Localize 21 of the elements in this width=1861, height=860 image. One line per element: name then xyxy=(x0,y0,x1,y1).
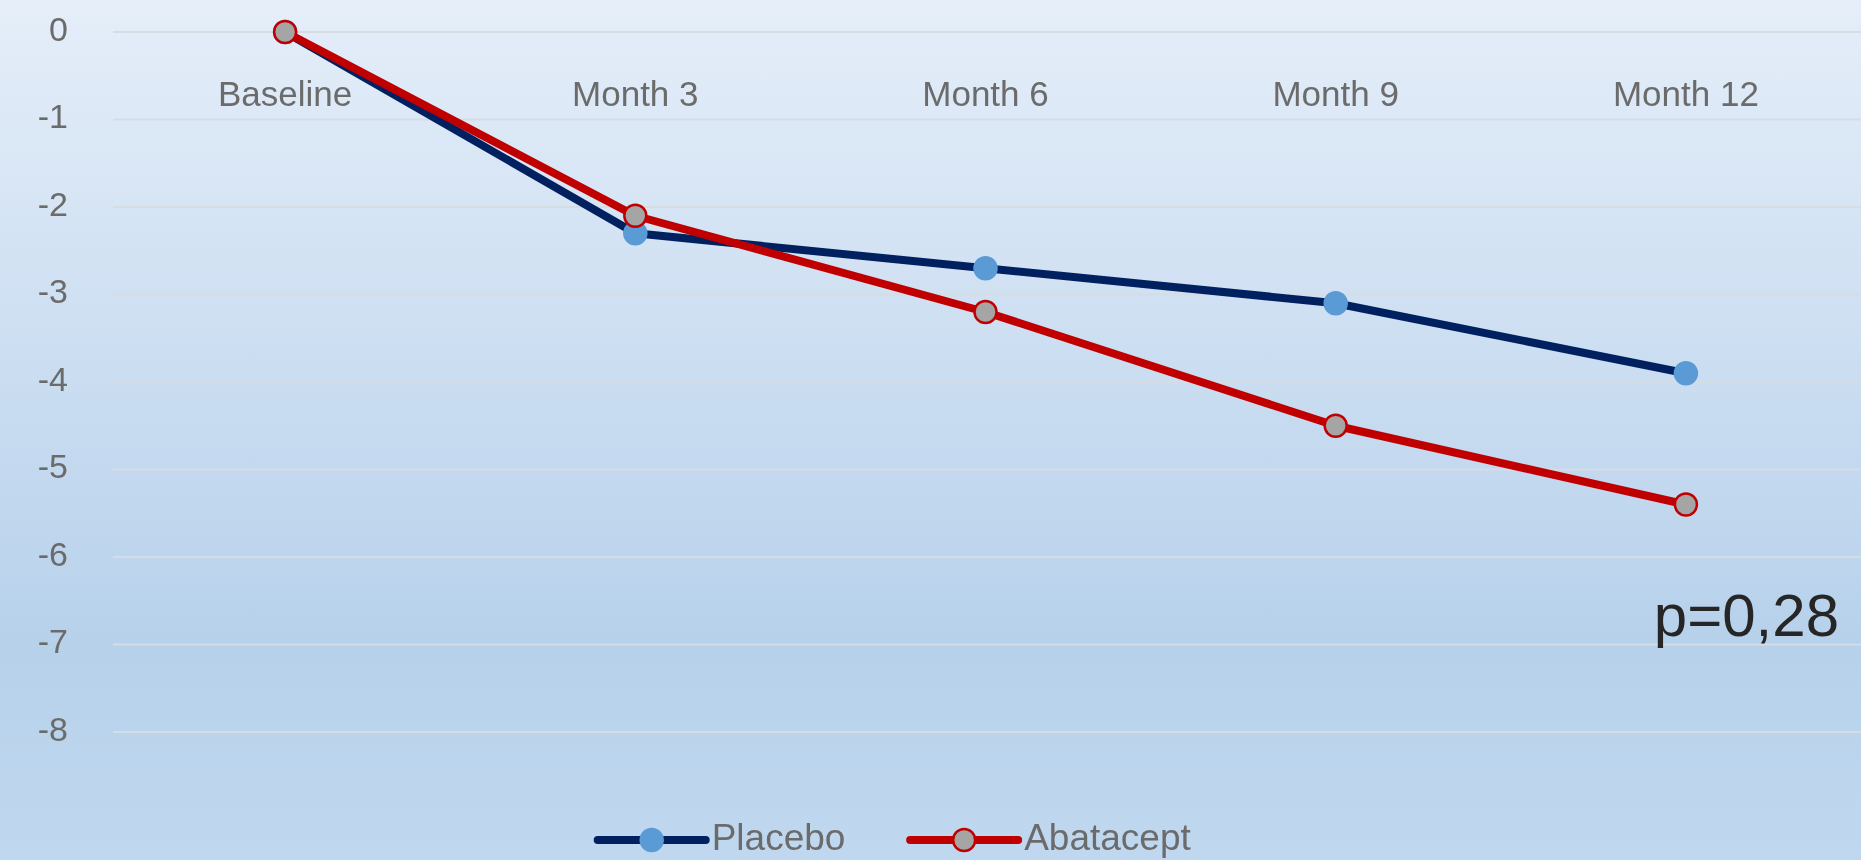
y-tick-label: -6 xyxy=(37,534,68,573)
y-tick-label: -5 xyxy=(37,447,68,486)
y-tick-label: -4 xyxy=(37,359,68,398)
point xyxy=(973,299,998,325)
legend-label: Abatacept xyxy=(1024,816,1192,858)
y-tick-label: -1 xyxy=(37,97,68,136)
y-tick-label: -2 xyxy=(37,184,68,223)
y-tick-label: -3 xyxy=(37,272,68,311)
x-tick-label: Baseline xyxy=(217,74,353,114)
y-tick-label: -8 xyxy=(37,709,68,748)
x-tick-label: Month 9 xyxy=(1272,74,1399,114)
point xyxy=(623,203,648,228)
point xyxy=(1323,413,1348,438)
x-tick-label: Month 3 xyxy=(572,74,699,114)
x-tick-label: Month 6 xyxy=(922,74,1049,114)
x-tick-label: Month 12 xyxy=(1612,74,1759,114)
y-tick-label: -7 xyxy=(37,622,68,661)
annotation: p=0,28 xyxy=(1653,581,1839,649)
y-tick-label: 0 xyxy=(49,9,68,48)
legend-label: Placebo xyxy=(711,816,846,858)
point xyxy=(1673,492,1699,517)
